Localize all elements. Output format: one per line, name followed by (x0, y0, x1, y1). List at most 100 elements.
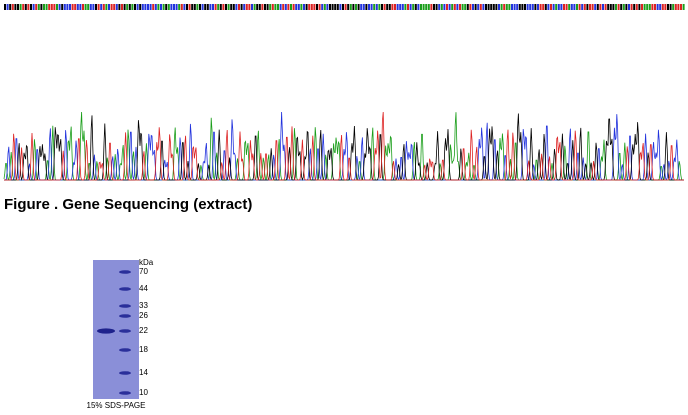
base-glyph (464, 4, 467, 10)
base-glyph (186, 4, 188, 10)
base-glyph (399, 4, 402, 10)
base-glyph (32, 4, 35, 10)
base-glyph (152, 4, 155, 10)
trace (4, 111, 684, 181)
base-glyph (461, 4, 464, 10)
base-glyph (617, 4, 620, 10)
base-glyph (48, 4, 51, 10)
base-glyph (482, 4, 485, 10)
base-glyph (615, 4, 617, 10)
base-glyph (188, 4, 191, 10)
base-glyph (222, 4, 225, 10)
base-glyph (147, 4, 149, 10)
base-glyph (568, 4, 571, 10)
ladder-band (119, 391, 131, 395)
base-glyph (469, 4, 472, 10)
base-glyph (102, 4, 105, 10)
base-glyph (576, 4, 578, 10)
base-glyph (243, 4, 246, 10)
base-glyph (453, 4, 456, 10)
base-glyph (219, 4, 222, 10)
ladder-band (119, 270, 131, 274)
base-glyph (113, 4, 116, 10)
base-glyph (105, 4, 108, 10)
base-glyph (204, 4, 207, 10)
base-glyph (669, 4, 672, 10)
base-glyph (396, 4, 399, 10)
base-glyph (479, 4, 482, 10)
base-glyph (433, 4, 435, 10)
base-glyph (24, 4, 27, 10)
base-glyph (625, 4, 628, 10)
base-glyph (118, 4, 121, 10)
base-glyph (537, 4, 539, 10)
base-glyph (505, 4, 508, 10)
base-glyph (581, 4, 584, 10)
base-glyph (573, 4, 576, 10)
base-glyph (521, 4, 524, 10)
ladder-band (119, 371, 131, 375)
base-glyph (628, 4, 630, 10)
base-glyph (284, 4, 287, 10)
base-glyph (69, 4, 71, 10)
base-glyph (516, 4, 519, 10)
base-glyph (368, 4, 370, 10)
base-glyph (555, 4, 558, 10)
base-glyph (620, 4, 623, 10)
base-glyph (563, 4, 565, 10)
base-glyph (121, 4, 123, 10)
base-glyph (248, 4, 251, 10)
figure-caption: Figure . Gene Sequencing (extract) (4, 196, 252, 213)
base-glyph (407, 4, 409, 10)
base-glyph (167, 4, 170, 10)
base-glyph (71, 4, 74, 10)
base-glyph (37, 4, 40, 10)
base-glyph (227, 4, 230, 10)
base-glyph (651, 4, 654, 10)
ladder-band (119, 287, 131, 291)
base-glyph (149, 4, 152, 10)
base-glyph (360, 4, 363, 10)
marker-label: 14 (139, 368, 148, 377)
base-glyph (529, 4, 532, 10)
base-glyph (677, 4, 680, 10)
base-glyph (123, 4, 126, 10)
ladder-band (119, 314, 131, 318)
base-glyph (622, 4, 625, 10)
base-glyph (95, 4, 97, 10)
base-glyph (347, 4, 350, 10)
base-glyph (136, 4, 139, 10)
marker-label: 22 (139, 326, 148, 335)
base-glyph (43, 4, 45, 10)
base-glyph (448, 4, 451, 10)
base-glyph (391, 4, 394, 10)
base-glyph (412, 4, 415, 10)
base-glyph (604, 4, 607, 10)
base-glyph (547, 4, 550, 10)
base-glyph (357, 4, 360, 10)
base-glyph (599, 4, 602, 10)
base-glyph (61, 4, 64, 10)
base-glyph (196, 4, 199, 10)
base-glyph (165, 4, 168, 10)
base-glyph (656, 4, 659, 10)
base-glyph (477, 4, 480, 10)
base-glyph (336, 4, 339, 10)
base-glyph (329, 4, 331, 10)
base-glyph (45, 4, 48, 10)
base-glyph (682, 4, 685, 10)
base-glyph (373, 4, 376, 10)
base-glyph (154, 4, 157, 10)
base-glyph (498, 4, 500, 10)
base-glyph (170, 4, 173, 10)
base-glyph (82, 4, 84, 10)
base-glyph (313, 4, 316, 10)
base-glyph (230, 4, 233, 10)
base-glyph (19, 4, 22, 10)
base-glyph (589, 4, 591, 10)
marker-label: 18 (139, 345, 148, 354)
base-glyph (27, 4, 30, 10)
base-glyph (381, 4, 383, 10)
base-glyph (240, 4, 243, 10)
